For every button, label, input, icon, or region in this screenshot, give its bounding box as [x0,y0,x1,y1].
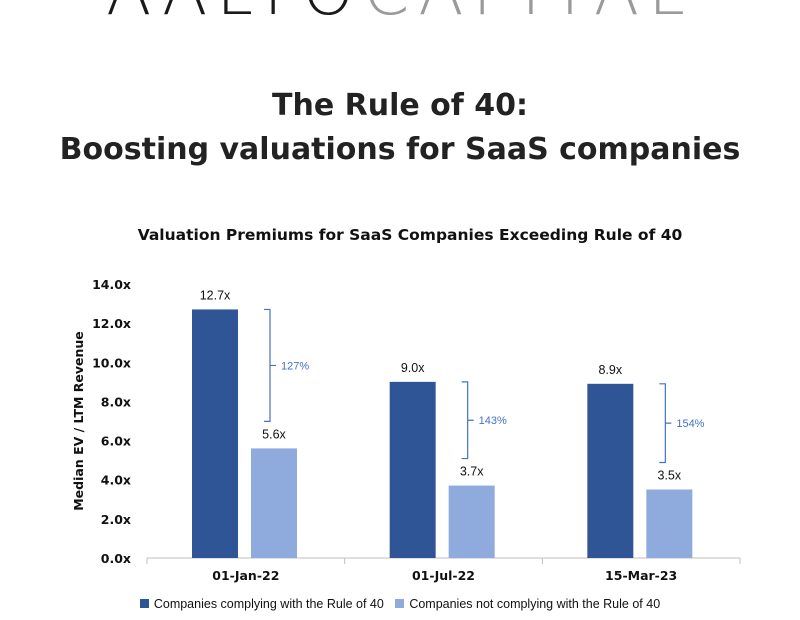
x-tick-label: 01-Jan-22 [212,568,279,583]
y-tick-label: 14.0x [92,277,131,292]
y-tick-label: 4.0x [101,473,131,488]
legend-label-complying: Companies complying with the Rule of 40 [153,597,384,611]
brand-part-2: CAPITAL [363,0,694,24]
x-tick-label: 15-Mar-23 [605,568,677,583]
data-label-complying: 9.0x [401,361,425,375]
legend-item-not-complying: Companies not complying with the Rule of… [395,597,660,611]
legend-label-not-complying: Companies not complying with the Rule of… [409,597,661,611]
y-tick-label: 0.0x [101,551,131,566]
premium-label: 127% [281,360,309,372]
legend-item-complying: Companies complying with the Rule of 40 [139,597,384,611]
premium-label: 154% [676,418,704,430]
y-tick-label: 12.0x [92,316,131,331]
headline-line-2: Boosting valuations for SaaS companies [59,132,741,167]
premium-bracket [264,308,276,422]
y-tick-label: 8.0x [101,394,131,409]
premium-label: 143% [479,415,507,427]
bar-not-complying [251,448,297,558]
chart-legend: Companies complying with the Rule of 40 … [0,597,800,611]
legend-swatch-not-complying [395,599,405,608]
brand-part-1: AALTO [106,0,363,24]
headline-line-1: The Rule of 40: [272,88,528,123]
legend-swatch-complying [139,599,149,608]
y-tick-label: 10.0x [92,355,131,370]
bar-complying [389,381,436,558]
bar-not-complying [646,489,693,558]
data-label-complying: 12.7x [200,288,231,302]
y-axis-label: Median EV / LTM Revenue [71,331,86,511]
bar-complying [587,383,634,558]
premium-bracket [461,381,474,460]
data-label-not-complying: 5.6x [262,427,286,441]
bar-complying [192,309,238,558]
brand-logo: AALTOCAPITAL [0,0,800,24]
page-headline: The Rule of 40: Boosting valuations for … [0,84,800,172]
chart-title: Valuation Premiums for SaaS Companies Ex… [137,226,683,244]
data-label-not-complying: 3.7x [460,465,484,479]
y-tick-label: 6.0x [101,434,131,449]
data-label-complying: 8.9x [599,363,623,377]
y-tick-label: 2.0x [101,512,131,527]
bar-not-complying [448,485,495,558]
x-tick-label: 01-Jul-22 [412,568,475,583]
data-label-not-complying: 3.5x [658,469,682,483]
premium-bracket [659,383,672,464]
